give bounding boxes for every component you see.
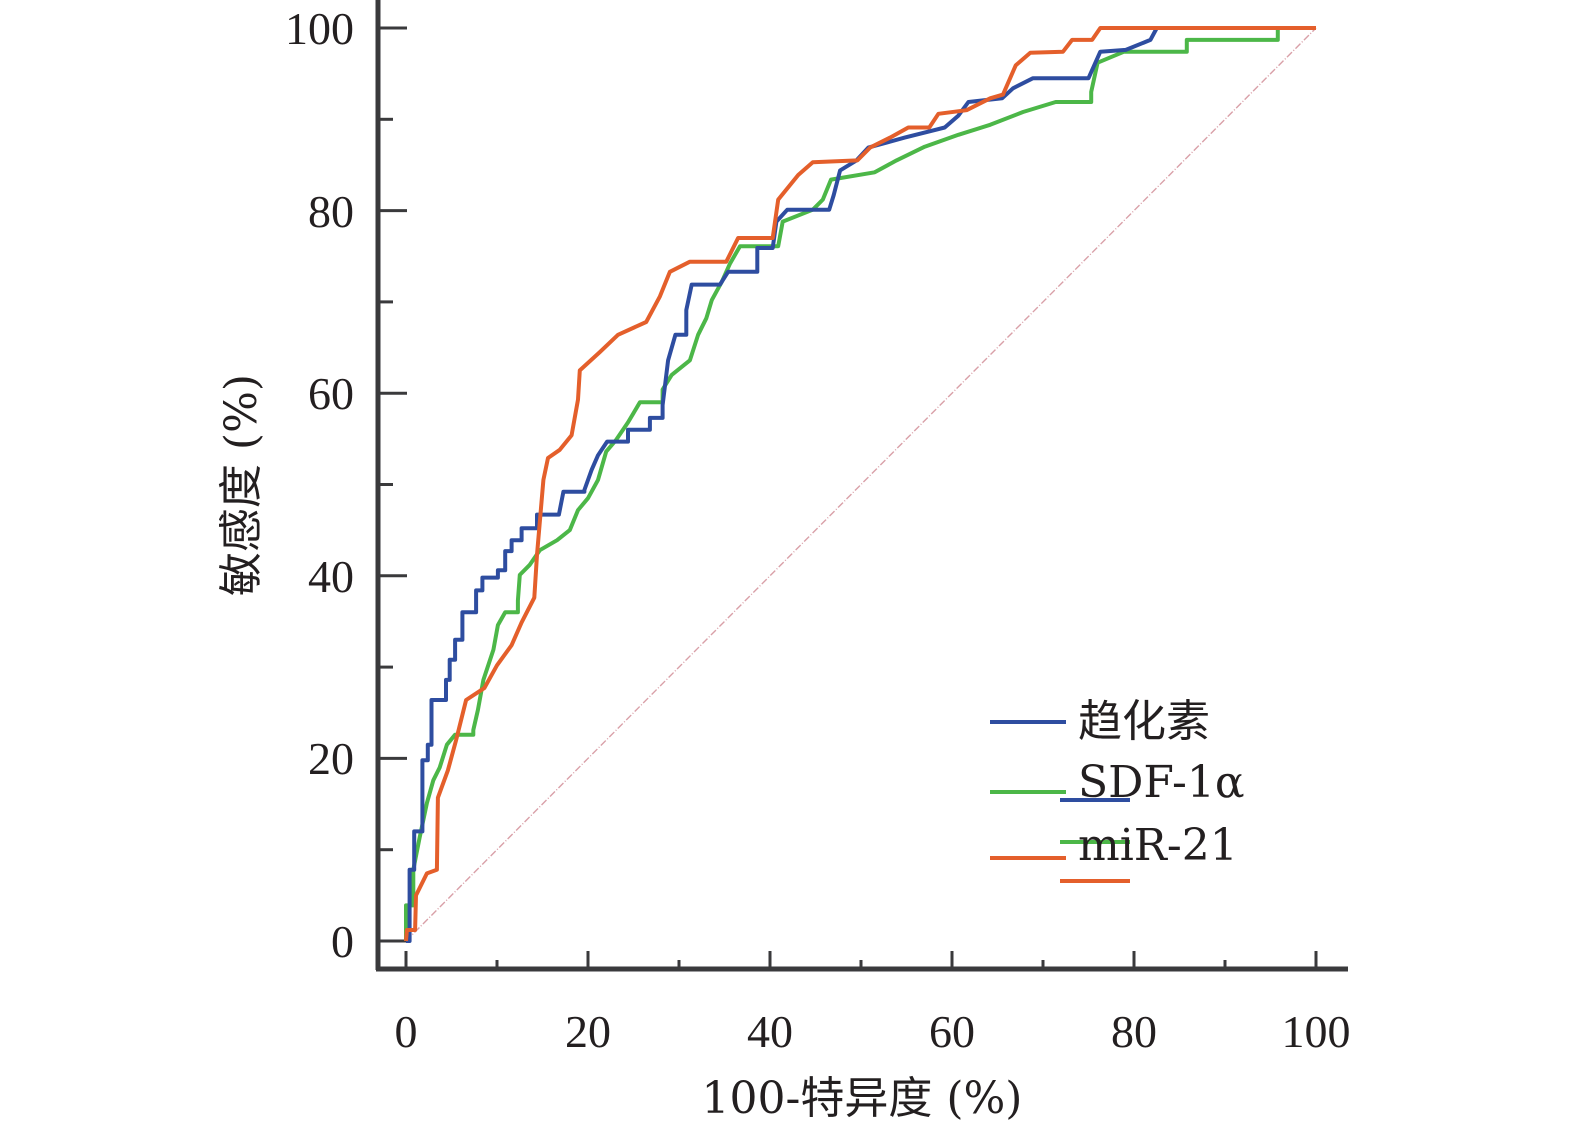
legend-label-mir21: miR-21 [1078,820,1238,871]
x-ticks [404,951,1318,969]
y-axis-title: 敏感度 (%) [216,374,267,596]
x-tick-label: 40 [747,1006,793,1057]
legend-label-chemokine: 趋化素 [1078,696,1210,747]
y-tick-label: 40 [308,551,354,602]
x-tick-label: 60 [929,1006,975,1057]
y-tick-label: 60 [308,368,354,419]
axes [375,0,1348,972]
x-tick-labels: 0 20 40 60 80 100 [395,1006,1351,1057]
legend: 趋化素 SDF-1α miR-21 [990,696,1245,883]
reference-diagonal [405,27,1317,942]
y-tick-label: 20 [308,733,354,784]
y-ticks [378,26,407,943]
y-tick-label: 100 [285,3,354,54]
series-line-2 [404,26,1316,942]
x-tick-label: 100 [1282,1006,1351,1057]
series-line-1 [404,28,1280,941]
series-line-0 [406,27,1159,943]
series-layer [404,26,1316,943]
reference-diagonal-line [405,27,1317,942]
y-tick-label: 0 [331,916,354,967]
x-tick-label: 80 [1111,1006,1157,1057]
y-tick-label: 80 [308,186,354,237]
y-tick-labels: 0 20 40 60 80 100 [285,3,354,967]
x-tick-label: 20 [565,1006,611,1057]
x-tick-label: 0 [395,1006,418,1057]
x-axis-title: 100-特异度 (%) [702,1073,1023,1124]
